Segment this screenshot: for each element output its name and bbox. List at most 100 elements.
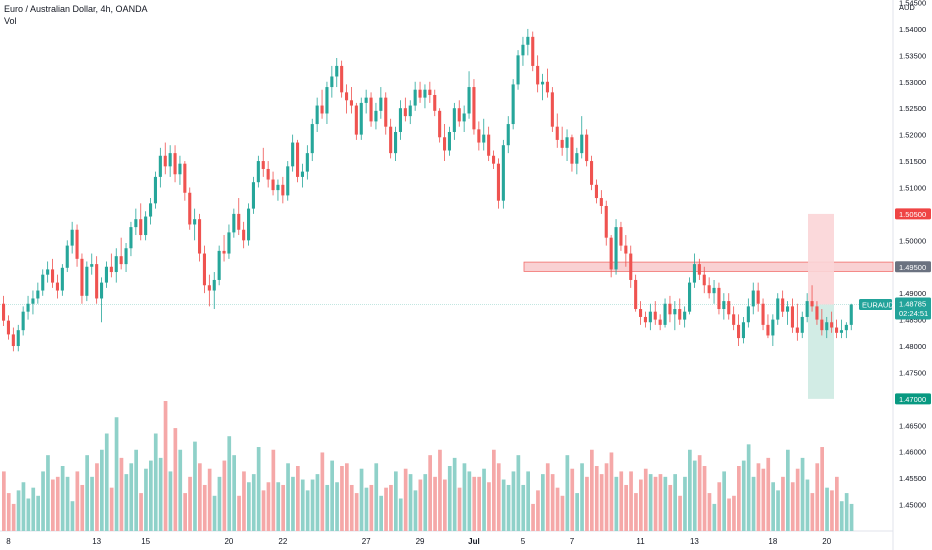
volume-bar [202,484,207,531]
volume-bar [247,482,251,531]
volume-bar [188,476,192,531]
candle-body [443,137,447,151]
volume-bar [222,460,227,531]
stop-price-tag: 1.50500 [899,210,926,219]
candle-body [810,301,814,307]
volume-bar [839,501,844,531]
candle-body [835,327,839,333]
volume-bar [237,495,241,531]
x-tick-label: 20 [822,537,831,546]
candle-body [541,81,545,85]
volume-bar [109,487,114,531]
candle-body [599,198,603,206]
volume-bar [310,479,315,531]
candle-body [457,108,461,122]
candle-body [286,166,290,196]
volume-bar [702,466,707,531]
resistance-zone [523,261,894,272]
candle-body [462,113,466,122]
candle-body [163,155,167,167]
symbol-tag: EURAUD [862,301,894,310]
volume-bar [541,474,545,531]
price-axis[interactable]: AUD 1.54500 1.54000 1.53500 1.53000 1.52500 1… [899,0,926,510]
volume-bar [590,449,594,531]
volume-bars [2,401,854,531]
volume-bar [271,449,276,531]
candle-body [839,330,843,333]
candle-body [51,269,55,283]
candle-body [756,290,760,304]
candle-body [702,274,706,286]
volume-bar [124,474,129,531]
volume-bar [575,493,579,531]
volume-bar [536,490,540,531]
volume-bar [751,476,756,531]
volume-bar [80,484,85,531]
volume-bar [129,463,134,531]
volume-bar [281,484,285,531]
candle-body [786,306,790,312]
volume-bar [820,447,824,531]
volume-bar [173,428,178,531]
y-tick-label: 1.45500 [899,474,926,483]
candle-body [271,179,275,191]
volume-bar [835,476,839,531]
take-profit-zone [808,304,834,399]
candle-body [619,227,623,246]
target-price-tag: 1.47000 [899,395,926,404]
candle-body [168,153,172,167]
volume-bar [707,493,712,531]
candle-body [217,250,221,280]
volume-bar [75,471,80,531]
candle-body [746,306,750,323]
candle-body [345,92,349,101]
x-tick-label: 15 [141,537,150,546]
volume-bar [722,471,726,531]
candle-body [511,84,515,125]
candle-body [413,89,417,106]
volume-label: Vol [4,16,17,26]
x-tick-label: 5 [521,537,526,546]
volume-bar [810,493,815,531]
candle-body [60,267,64,291]
candle-body [242,229,246,241]
y-tick-label: 1.54500 [899,0,926,8]
candle-body [237,213,241,230]
volume-bar [6,493,11,531]
candle-body [153,176,157,204]
volume-bar [555,487,560,531]
volume-bar [462,463,467,531]
time-axis[interactable]: 8 13 15 20 22 27 29 Jul 5 7 11 13 18 20 [6,537,832,546]
candle-body [492,155,496,164]
volume-bar [477,476,481,531]
symbol-tag-bg [859,299,892,311]
volume-bar [653,476,658,531]
candle-body [359,102,363,135]
volume-bar [227,436,232,531]
volume-bar [643,468,648,531]
volume-bar [771,482,775,531]
volume-bar [266,482,271,531]
y-tick-label: 1.51500 [899,157,926,166]
volume-bar [340,466,344,531]
candle-body [771,319,775,336]
volume-bar [256,447,261,531]
volume-bar [648,474,653,531]
candle-body [251,182,255,209]
volume-bar [457,487,462,531]
volume-bar [800,457,805,531]
candle-body [482,134,486,143]
candle-body [639,309,643,317]
candle-body [139,219,143,236]
volume-bar [51,479,55,531]
candle-body [849,304,853,325]
x-tick-label: Jul [468,537,480,546]
volume-bar [149,460,153,531]
volume-bar [408,474,413,531]
volume-bar [673,474,677,531]
volume-bar [276,482,281,531]
volume-bar [354,493,359,531]
candle-body [741,322,745,339]
candle-body [629,253,633,280]
